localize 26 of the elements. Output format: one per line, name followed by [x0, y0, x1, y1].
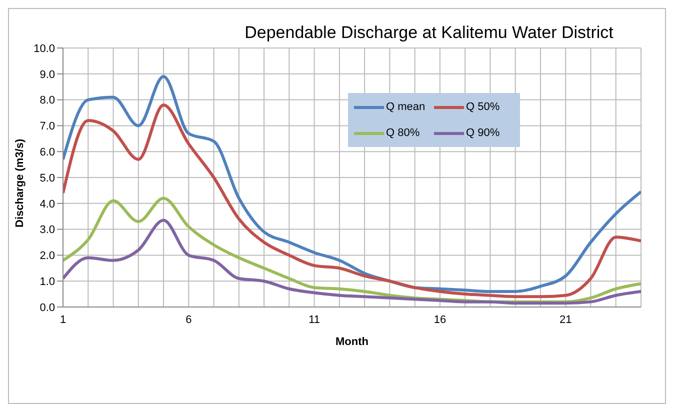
y-tick-label: 10.0	[34, 42, 55, 55]
legend-label: Q 90%	[466, 127, 500, 139]
x-axis-title: Month	[336, 336, 369, 348]
legend-label: Q 50%	[466, 101, 500, 113]
x-tick-label: 16	[434, 314, 446, 326]
chart-title: Dependable Discharge at Kalitemu Water District	[244, 23, 614, 43]
y-tick-label: 1.0	[40, 276, 55, 288]
y-tick-label: 4.0	[40, 198, 55, 210]
y-axis-title: Discharge (m3/s)	[14, 138, 26, 228]
legend-label: Q 80%	[386, 127, 420, 139]
legend-label: Q mean	[386, 101, 426, 113]
y-tick-label: 3.0	[40, 224, 55, 236]
y-tick-label: 5.0	[40, 172, 55, 184]
y-tick-label: 9.0	[40, 68, 55, 81]
line-series	[63, 103, 641, 298]
x-tick-label: 6	[186, 314, 192, 326]
line-series	[63, 218, 641, 305]
x-tick-label: 1	[60, 314, 66, 326]
x-tick-label: 21	[559, 314, 572, 326]
y-tick-label: 0.0	[40, 302, 55, 314]
y-tick-label: 7.0	[40, 120, 55, 133]
y-tick-label: 6.0	[40, 146, 55, 159]
y-tick-label: 8.0	[40, 94, 55, 107]
y-tick-label: 2.0	[40, 250, 55, 262]
line-series	[63, 74, 641, 293]
x-tick-label: 11	[308, 314, 320, 326]
